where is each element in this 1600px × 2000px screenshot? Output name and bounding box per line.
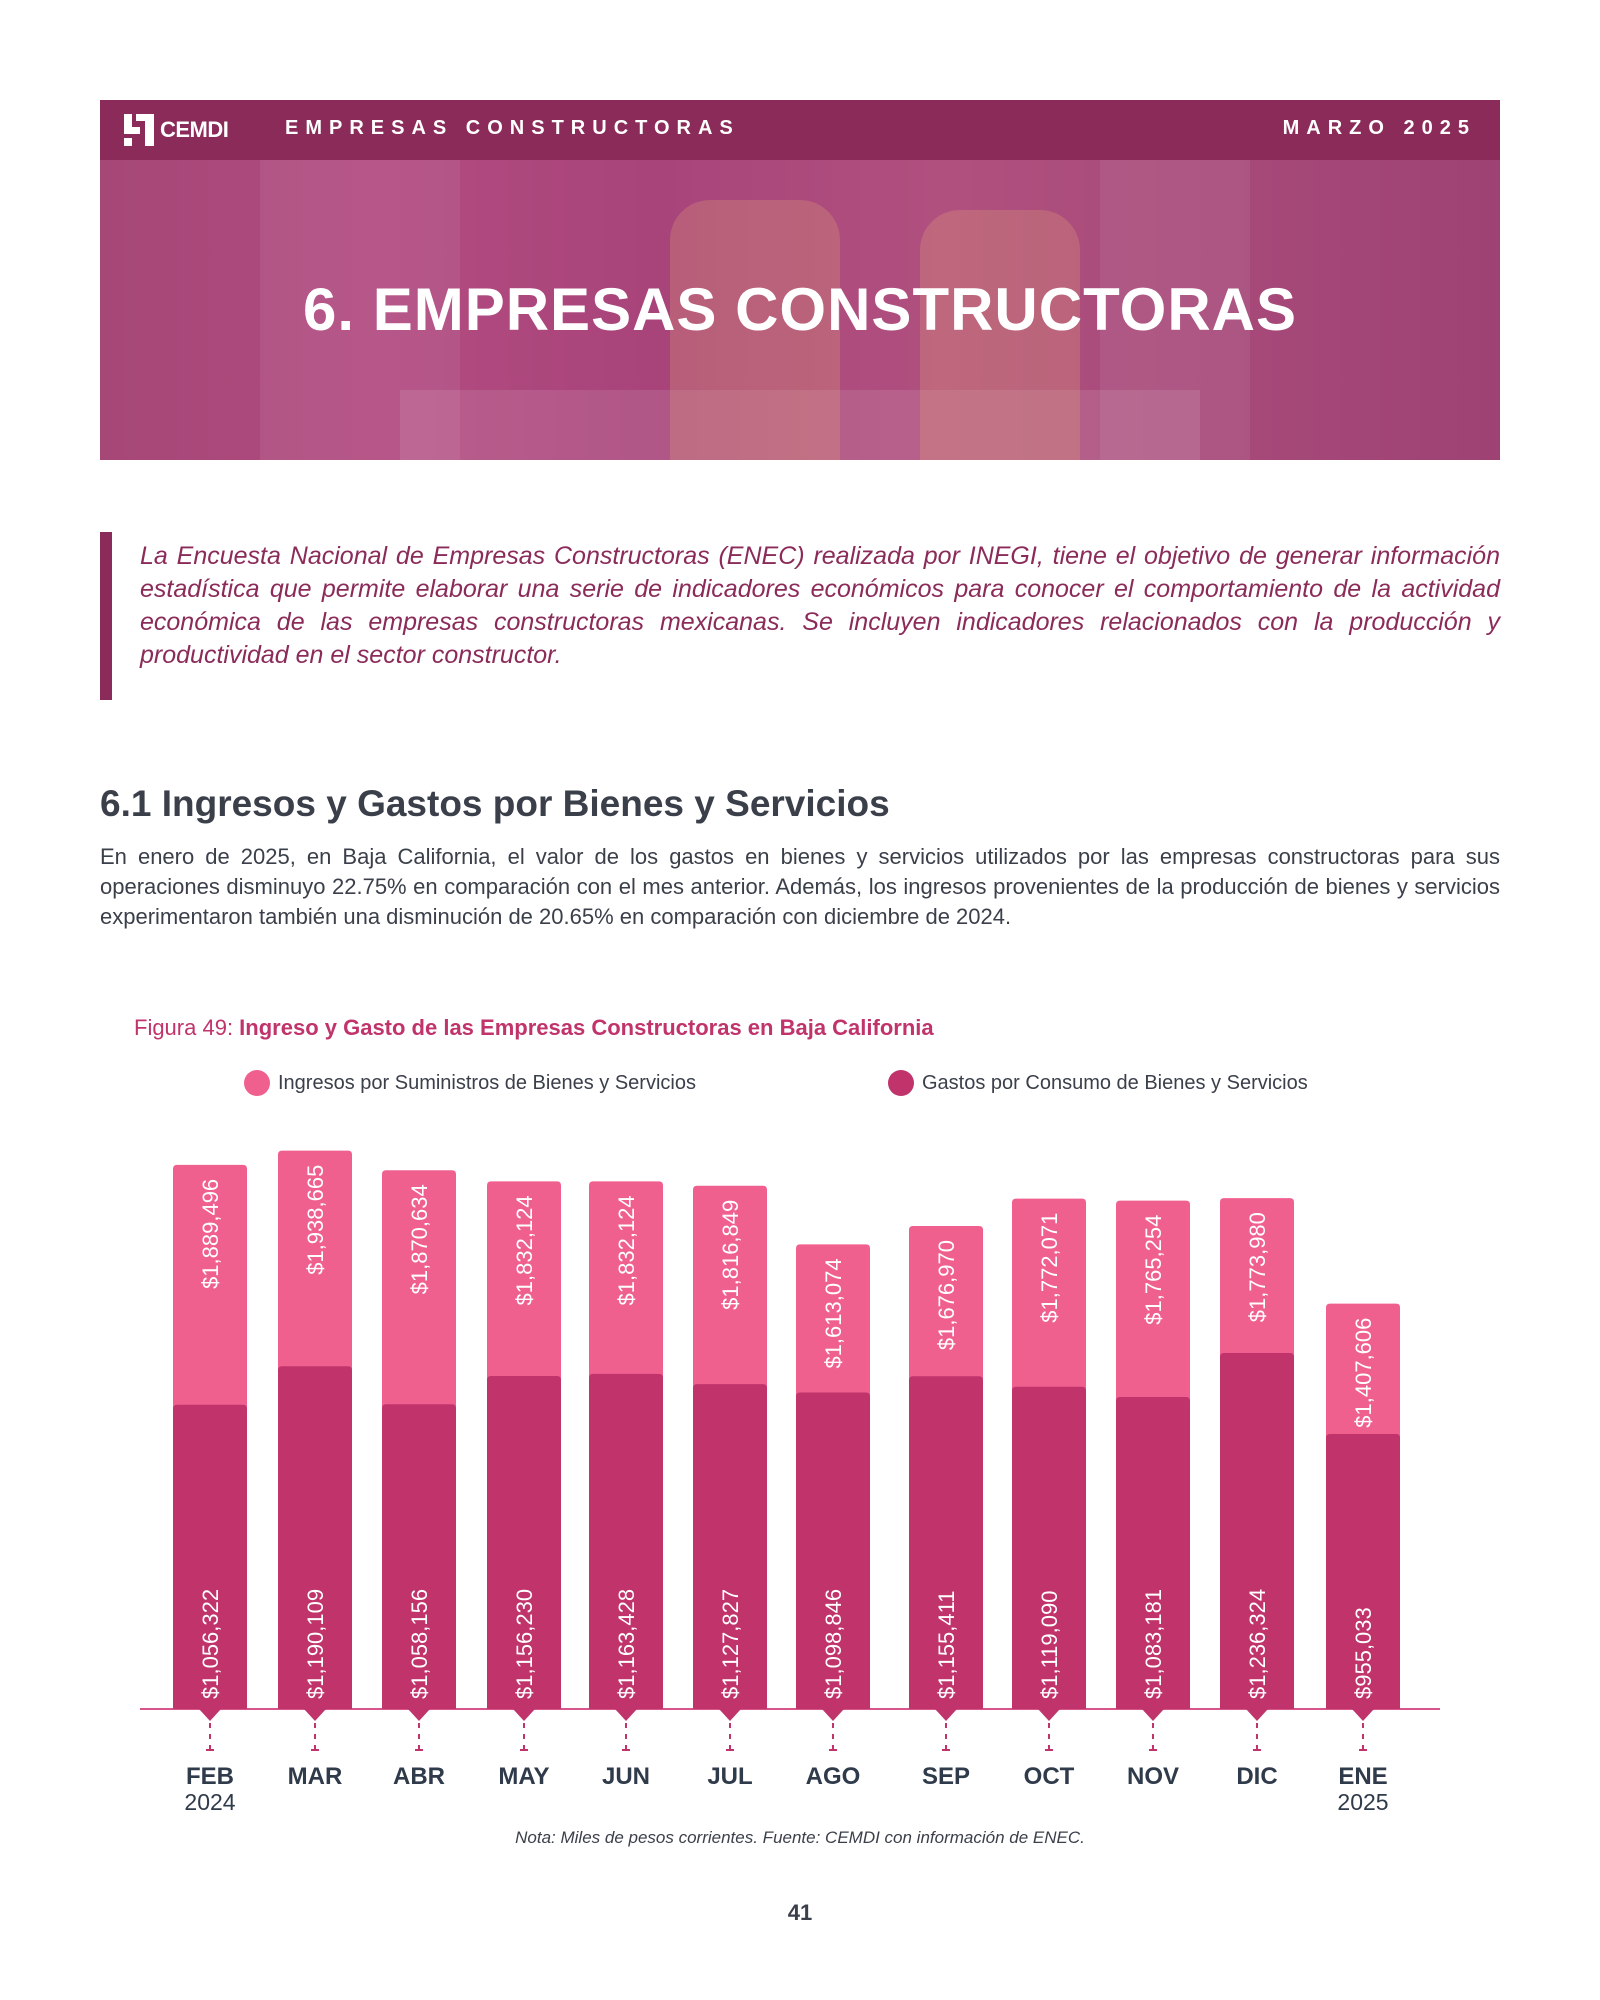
header-banner: CEMDI EMPRESAS CONSTRUCTORAS MARZO 2025 … (100, 100, 1500, 460)
top-bar: CEMDI EMPRESAS CONSTRUCTORAS MARZO 2025 (100, 100, 1500, 160)
figure-label: Figura 49: (134, 1015, 240, 1040)
tick-pointer (935, 1709, 957, 1721)
data-label-gastos: $1,119,090 (1037, 1591, 1062, 1699)
legend-swatch-ingresos (244, 1070, 270, 1096)
tick-pointer (408, 1709, 430, 1721)
cemdi-logo: CEMDI (124, 114, 229, 146)
tick-pointer (822, 1709, 844, 1721)
bar-gastos (1326, 1433, 1400, 1709)
figure-title: Ingreso y Gasto de las Empresas Construc… (239, 1015, 934, 1040)
legend-label-ingresos: Ingresos por Suministros de Bienes y Ser… (278, 1071, 696, 1094)
legend-label-gastos: Gastos por Consumo de Bienes y Servicios (922, 1071, 1308, 1094)
data-label-ingresos: $1,773,980 (1245, 1212, 1270, 1322)
bar-gastos (173, 1404, 247, 1709)
data-label-gastos: $1,058,156 (407, 1589, 432, 1699)
bar-gastos (796, 1392, 870, 1709)
data-label-ingresos: $1,613,074 (821, 1258, 846, 1368)
data-label-ingresos: $1,407,606 (1351, 1318, 1376, 1428)
legend-item-ingresos: Ingresos por Suministros de Bienes y Ser… (244, 1070, 696, 1096)
data-label-ingresos: $1,816,849 (718, 1200, 743, 1310)
figure-note: Nota: Miles de pesos corrientes. Fuente:… (515, 1828, 1085, 1847)
section-title: 6.1 Ingresos y Gastos por Bienes y Servi… (100, 783, 890, 824)
tick-pointer (1246, 1709, 1268, 1721)
data-label-gastos: $1,156,230 (512, 1589, 537, 1699)
x-tick-label: SEP (922, 1763, 970, 1790)
tick-pointer (199, 1709, 221, 1721)
x-tick-label: AGO (806, 1763, 861, 1790)
banner-photo (100, 160, 1500, 460)
x-tick-sublabel: 2024 (184, 1789, 235, 1815)
logo-text: CEMDI (160, 117, 229, 142)
x-tick-label: MAR (288, 1763, 343, 1790)
cemdi-logo-icon (124, 114, 154, 146)
tick-pointer (719, 1709, 741, 1721)
report-date: MARZO 2025 (1282, 117, 1476, 139)
data-label-ingresos: $1,870,634 (407, 1184, 432, 1294)
data-label-gastos: $1,056,322 (198, 1589, 223, 1699)
x-tick-label: DIC (1236, 1763, 1277, 1790)
tick-pointer (1352, 1709, 1374, 1721)
data-label-gastos: $1,083,181 (1141, 1589, 1166, 1699)
section-label: EMPRESAS CONSTRUCTORAS (285, 117, 740, 139)
tick-pointer (1142, 1709, 1164, 1721)
legend-swatch-gastos (888, 1070, 914, 1096)
x-tick-label: FEB (186, 1763, 234, 1790)
legend-item-gastos: Gastos por Consumo de Bienes y Servicios (888, 1070, 1308, 1096)
section-body: En enero de 2025, en Baja California, el… (100, 844, 1500, 929)
bar-gastos (487, 1376, 561, 1709)
x-tick-label: NOV (1127, 1763, 1179, 1790)
data-label-ingresos: $1,832,124 (512, 1195, 537, 1305)
tick-pointer (615, 1709, 637, 1721)
x-tick-label: MAY (498, 1763, 549, 1790)
bar-gastos (382, 1404, 456, 1709)
tick-pointer (513, 1709, 535, 1721)
bar-gastos (693, 1384, 767, 1709)
data-label-gastos: $1,127,827 (718, 1589, 743, 1699)
data-label-ingresos: $1,772,071 (1037, 1213, 1062, 1323)
quote-accent-bar (100, 532, 112, 700)
bar-gastos (589, 1373, 663, 1709)
data-label-gastos: $1,155,411 (934, 1591, 959, 1699)
tick-pointer (1038, 1709, 1060, 1721)
data-label-ingresos: $1,938,665 (303, 1165, 328, 1275)
intro-text: La Encuesta Nacional de Empresas Constru… (140, 542, 1500, 669)
x-tick-label: JUL (707, 1763, 752, 1790)
data-label-gastos: $955,033 (1351, 1607, 1376, 1699)
tick-pointer (304, 1709, 326, 1721)
bar-gastos (1220, 1352, 1294, 1709)
data-label-gastos: $1,163,428 (614, 1589, 639, 1699)
data-label-ingresos: $1,765,254 (1141, 1215, 1166, 1325)
banner-title: 6. EMPRESAS CONSTRUCTORAS (302, 276, 1298, 343)
figure-caption: Figura 49: Ingreso y Gasto de las Empres… (134, 1015, 934, 1041)
page-number: 41 (787, 1900, 813, 1925)
data-label-gastos: $1,190,109 (303, 1589, 328, 1699)
data-label-gastos: $1,098,846 (821, 1589, 846, 1699)
x-tick-sublabel: 2025 (1337, 1789, 1388, 1815)
data-label-ingresos: $1,832,124 (614, 1195, 639, 1305)
data-label-gastos: $1,236,324 (1245, 1589, 1270, 1699)
x-tick-label: JUN (602, 1763, 650, 1790)
data-label-ingresos: $1,676,970 (934, 1240, 959, 1350)
x-tick-label: ENE (1338, 1763, 1387, 1790)
bar-gastos (278, 1366, 352, 1709)
bar-gastos (1012, 1386, 1086, 1709)
bar-gastos (1116, 1397, 1190, 1709)
x-tick-label: ABR (393, 1763, 445, 1790)
data-label-ingresos: $1,889,496 (198, 1179, 223, 1289)
bar-gastos (909, 1376, 983, 1709)
x-tick-label: OCT (1024, 1763, 1075, 1790)
